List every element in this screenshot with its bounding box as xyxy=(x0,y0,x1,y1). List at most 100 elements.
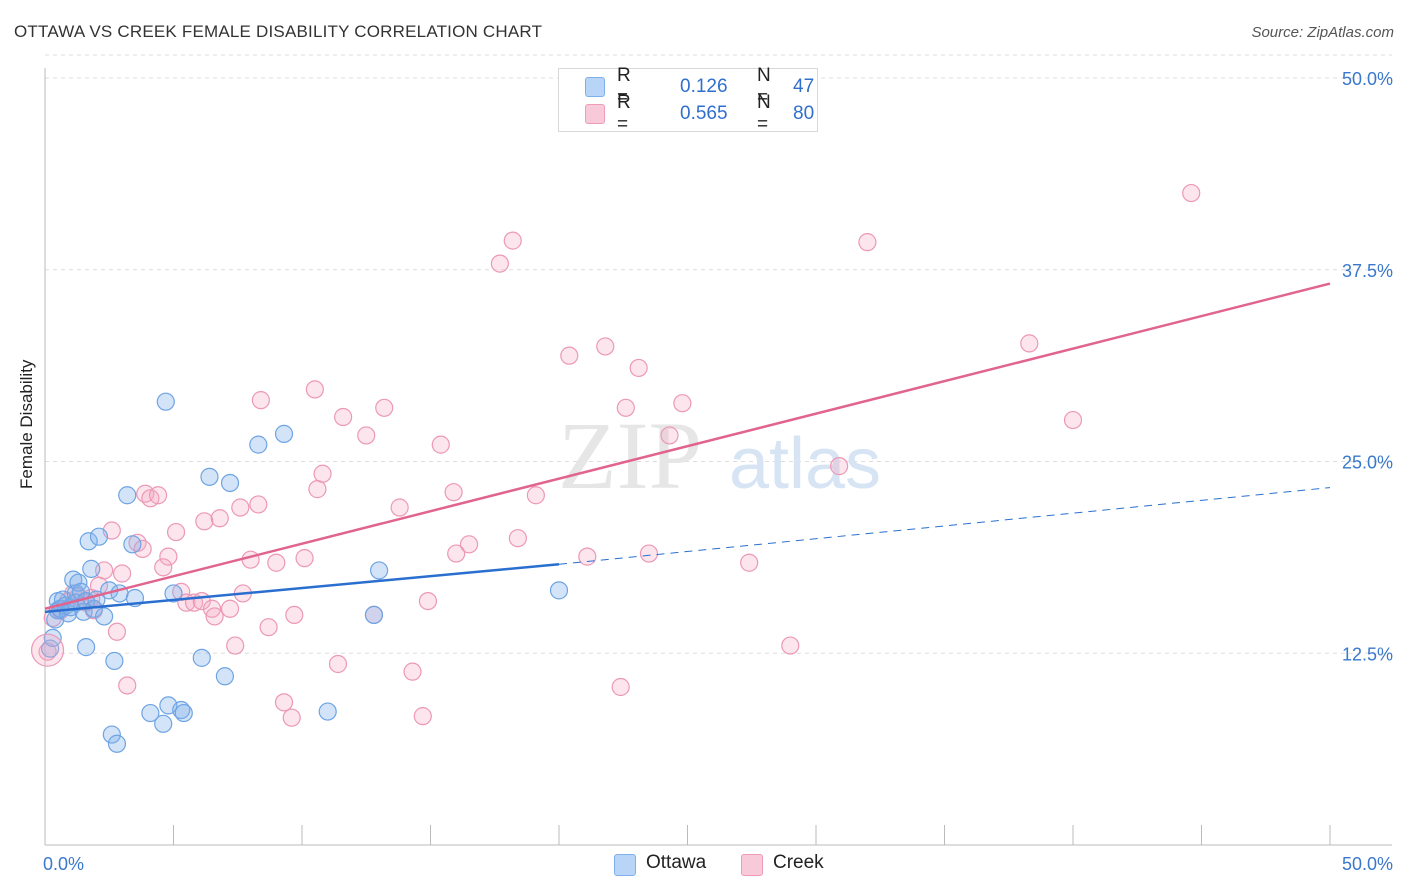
creek-point xyxy=(740,553,759,572)
y-tick-label: 50.0% xyxy=(1342,69,1393,89)
ottawa-point xyxy=(215,667,234,686)
creek-point xyxy=(560,346,579,365)
y-tick-label: 12.5% xyxy=(1342,644,1393,664)
ottawa-point xyxy=(89,527,109,546)
creek-point xyxy=(673,394,692,413)
ottawa-point xyxy=(200,467,219,486)
creek-point xyxy=(334,407,353,427)
creek-point xyxy=(226,636,245,655)
ottawa-point xyxy=(174,703,193,723)
creek-point xyxy=(1182,183,1201,203)
creek-point xyxy=(285,605,304,625)
watermark-atlas: atlas xyxy=(729,424,881,504)
stats-legend: R = 0.126 N = 47 R = 0.565 N = 80 xyxy=(558,65,818,135)
creek-point xyxy=(328,654,348,674)
creek-point xyxy=(375,398,394,417)
creek-point xyxy=(195,512,214,531)
ottawa-point xyxy=(82,559,101,578)
creek-point xyxy=(112,564,132,583)
creek-point xyxy=(503,231,522,250)
ottawa-point xyxy=(95,607,114,626)
ottawa-point xyxy=(192,648,211,667)
creek-point xyxy=(858,233,877,252)
watermark-zip: ZIP xyxy=(558,402,702,509)
creek-point xyxy=(413,707,432,726)
x-tick-label: 0.0% xyxy=(43,854,84,874)
creek-point xyxy=(1020,334,1039,353)
y-tick-label: 25.0% xyxy=(1342,453,1393,473)
creek-point xyxy=(490,254,509,273)
creek-point xyxy=(431,435,450,454)
ottawa-point xyxy=(41,639,60,658)
bottom-ottawa-swatch xyxy=(614,854,636,876)
creek-r-value: 0.565 xyxy=(680,103,728,124)
creek-point-large xyxy=(30,633,65,667)
creek-point xyxy=(444,483,463,502)
ottawa-point xyxy=(164,584,183,603)
bottom-creek-label: Creek xyxy=(773,852,824,873)
creek-point xyxy=(249,495,268,514)
creek-point xyxy=(578,547,597,566)
ottawa-point xyxy=(249,435,268,454)
creek-point xyxy=(781,636,800,655)
creek-point xyxy=(508,529,527,548)
ottawa-point xyxy=(364,605,384,625)
ottawa-trendline-projection xyxy=(558,487,1331,565)
creek-point xyxy=(231,498,250,517)
creek-point xyxy=(390,498,409,517)
creek-swatch xyxy=(585,104,605,124)
ottawa-n-label: N = xyxy=(757,65,771,108)
creek-point xyxy=(295,549,314,568)
creek-point xyxy=(267,553,286,572)
ottawa-trendline xyxy=(44,563,560,614)
ottawa-point xyxy=(141,703,160,723)
creek-point xyxy=(596,337,615,356)
creek-point xyxy=(118,676,137,695)
creek-point xyxy=(1063,410,1083,430)
creek-point xyxy=(616,398,635,417)
creek-n-value: 80 xyxy=(793,103,815,124)
chart-title: OTTAWA VS CREEK FEMALE DISABILITY CORREL… xyxy=(14,22,543,41)
ottawa-point xyxy=(107,734,127,753)
ottawa-point xyxy=(102,725,121,744)
creek-point xyxy=(274,693,294,712)
ottawa-point xyxy=(370,561,389,580)
creek-point xyxy=(459,535,479,554)
creek-point xyxy=(220,599,240,618)
creek-point xyxy=(159,547,178,566)
creek-point xyxy=(403,662,422,681)
ottawa-point xyxy=(77,638,96,657)
creek-point xyxy=(210,509,229,528)
creek-point xyxy=(418,591,438,611)
creek-point xyxy=(107,622,127,641)
creek-point xyxy=(639,544,659,563)
ottawa-point xyxy=(79,532,98,551)
ottawa-point xyxy=(172,700,191,720)
ottawa-swatch xyxy=(585,77,605,97)
creek-point xyxy=(241,550,260,569)
creek-point xyxy=(357,426,376,445)
x-tick-label: 50.0% xyxy=(1342,854,1393,874)
creek-point xyxy=(259,618,278,637)
ottawa-point xyxy=(105,651,124,671)
creek-point xyxy=(830,457,849,476)
creek-trendline xyxy=(44,282,1331,610)
ottawa-point xyxy=(549,581,569,600)
ottawa-point xyxy=(123,535,142,554)
creek-point xyxy=(313,464,332,483)
creek-point xyxy=(133,539,152,559)
creek-point xyxy=(166,522,186,542)
ottawa-point xyxy=(118,486,137,505)
creek-point xyxy=(148,486,168,505)
creek-point xyxy=(660,426,679,445)
creek-point xyxy=(629,358,648,378)
creek-point xyxy=(205,607,224,626)
ottawa-point xyxy=(220,473,240,493)
creek-point xyxy=(282,708,301,727)
y-tick-label: 37.5% xyxy=(1342,261,1393,281)
ottawa-point xyxy=(318,702,337,721)
creek-point xyxy=(251,391,270,410)
source-credit: Source: ZipAtlas.com xyxy=(1251,24,1394,41)
creek-point xyxy=(38,642,57,661)
